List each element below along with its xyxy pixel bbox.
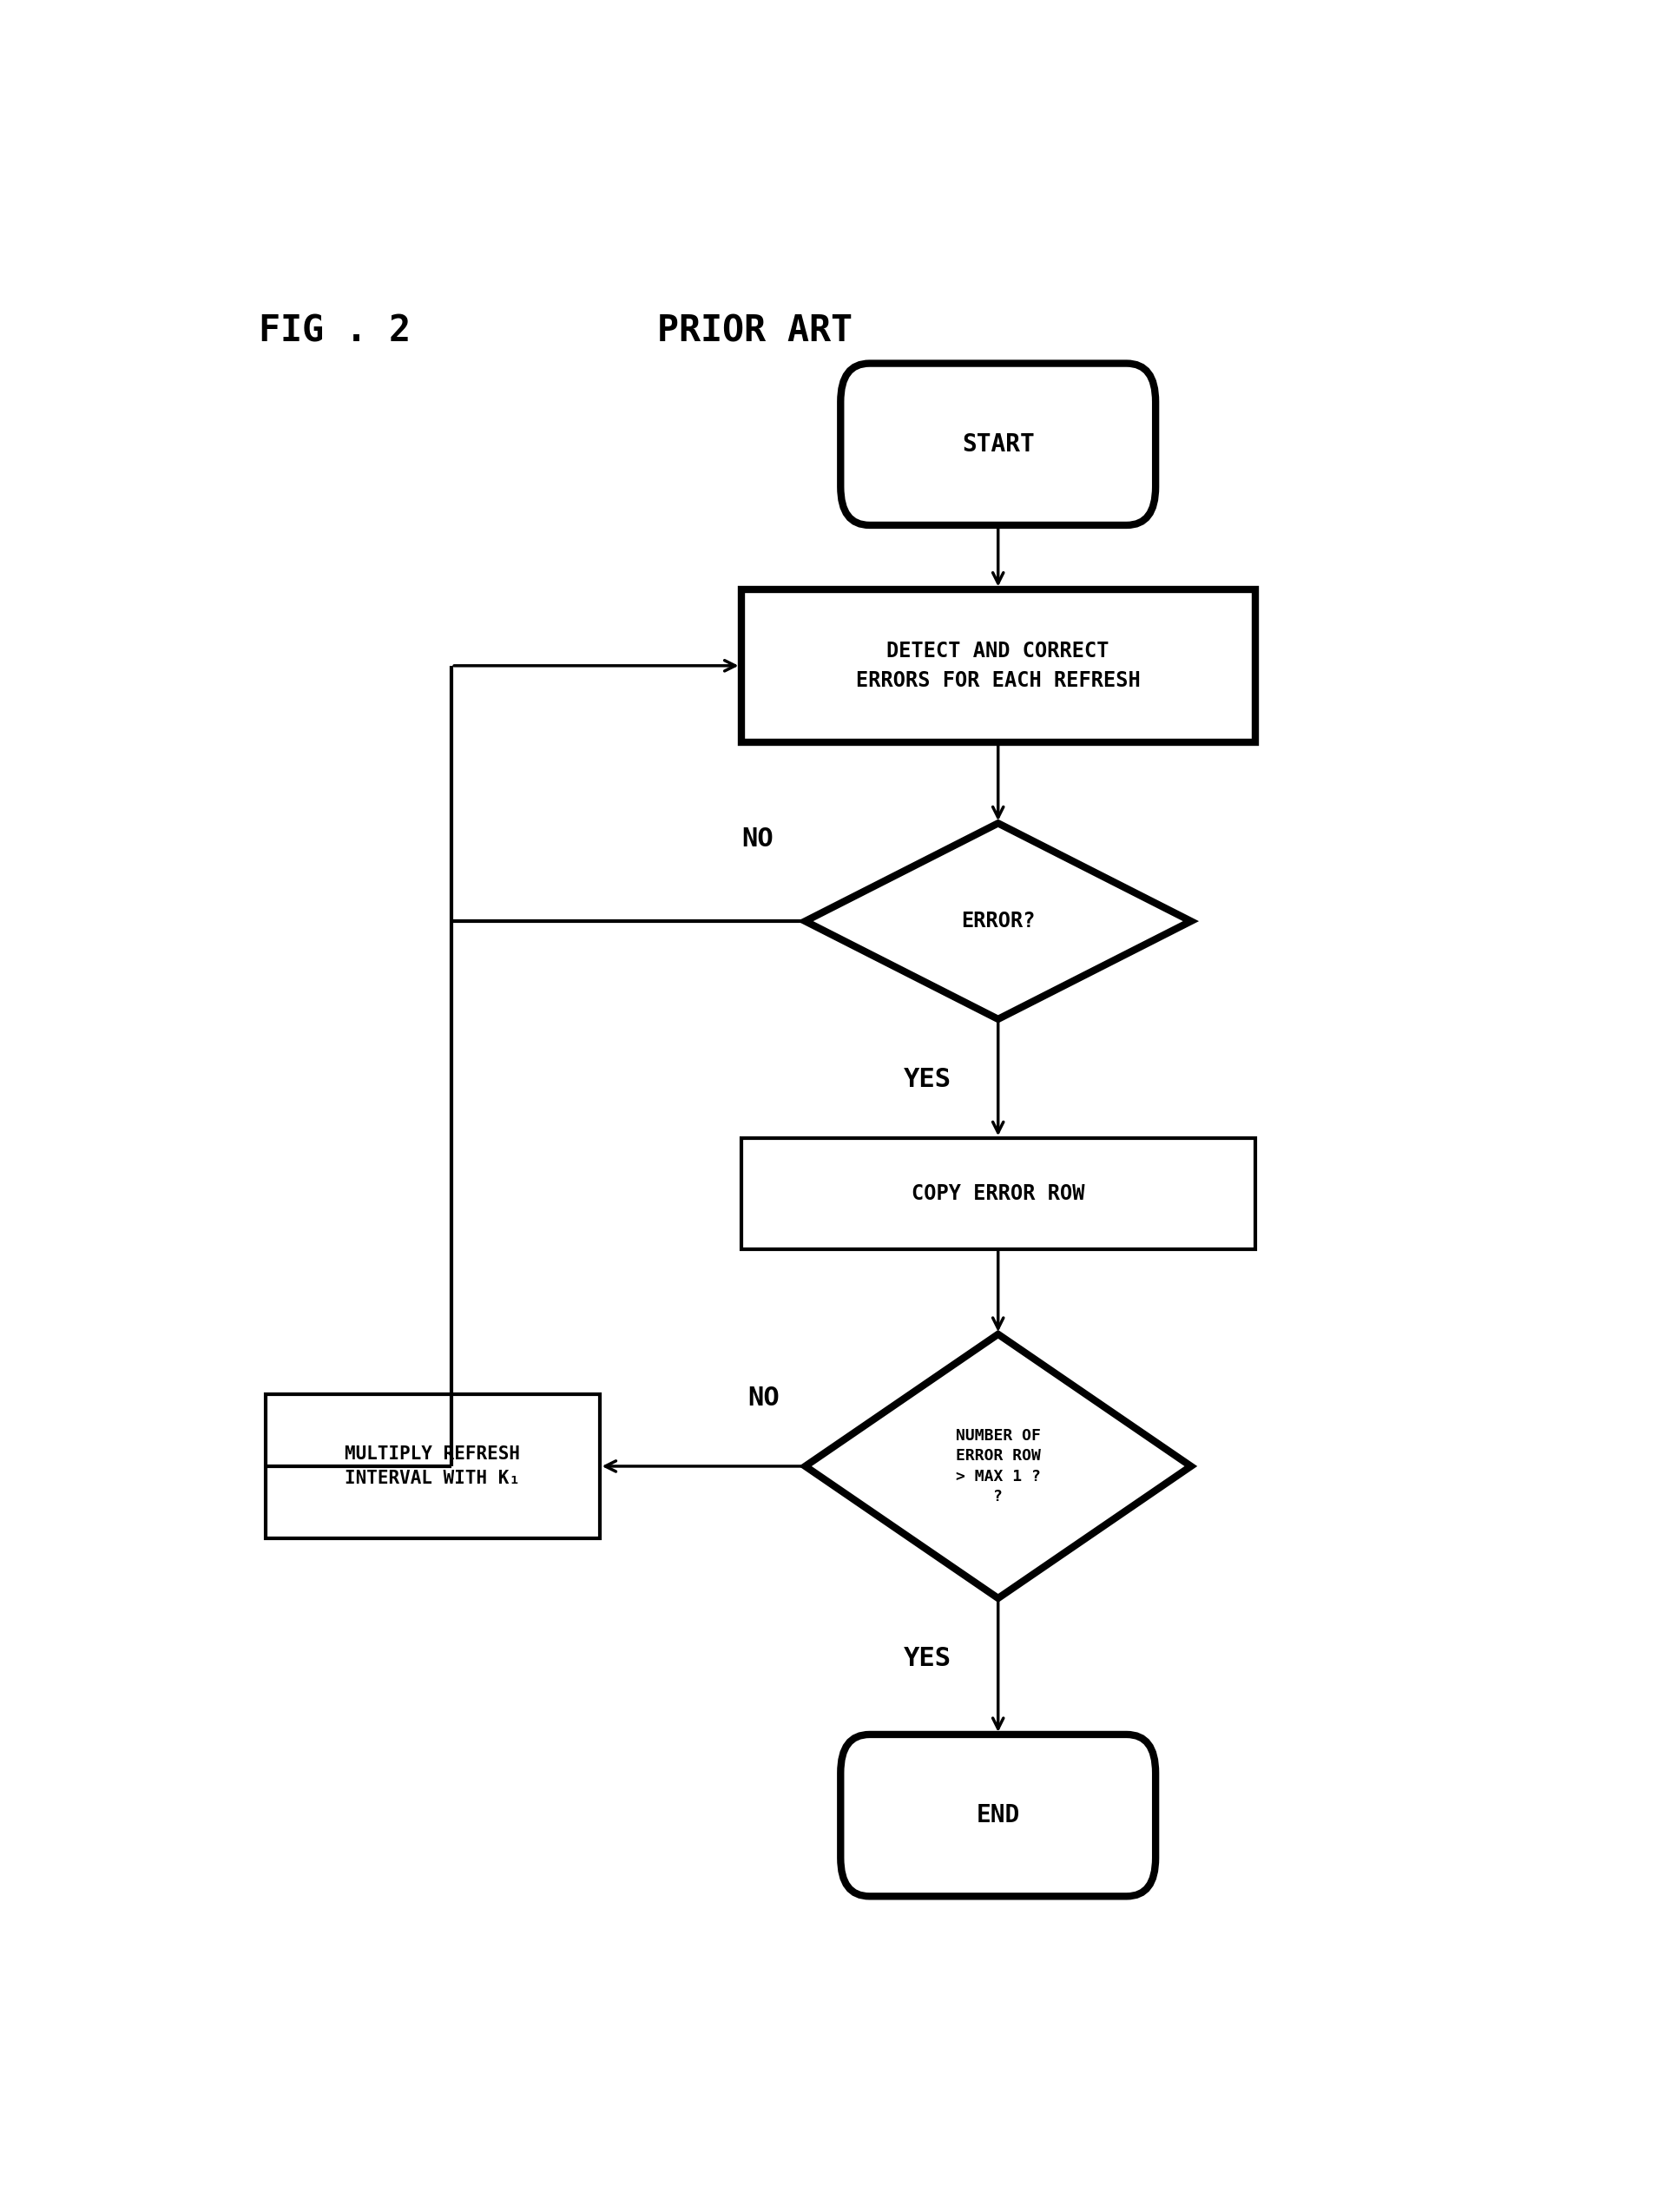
Text: YES: YES: [904, 1646, 951, 1670]
Text: END: END: [975, 1803, 1020, 1827]
Bar: [265, 1394, 599, 1540]
Text: NUMBER OF
ERROR ROW
> MAX 1 ?
?: NUMBER OF ERROR ROW > MAX 1 ? ?: [956, 1427, 1040, 1504]
Text: START: START: [962, 431, 1035, 456]
Text: FIG . 2: FIG . 2: [259, 314, 411, 349]
Bar: [742, 1139, 1256, 1250]
Bar: [742, 588, 1256, 743]
FancyBboxPatch shape: [841, 363, 1156, 524]
FancyBboxPatch shape: [841, 1734, 1156, 1896]
Text: NO: NO: [742, 827, 773, 852]
Text: COPY ERROR ROW: COPY ERROR ROW: [911, 1183, 1085, 1203]
Text: DETECT AND CORRECT
ERRORS FOR EACH REFRESH: DETECT AND CORRECT ERRORS FOR EACH REFRE…: [856, 641, 1140, 690]
Polygon shape: [805, 1334, 1191, 1599]
Text: NO: NO: [748, 1385, 780, 1411]
Polygon shape: [805, 823, 1191, 1020]
Text: YES: YES: [904, 1066, 951, 1093]
Text: MULTIPLY REFRESH
INTERVAL WITH K₁: MULTIPLY REFRESH INTERVAL WITH K₁: [345, 1444, 519, 1486]
Text: ERROR?: ERROR?: [961, 911, 1035, 931]
Text: PRIOR ART: PRIOR ART: [657, 314, 853, 349]
